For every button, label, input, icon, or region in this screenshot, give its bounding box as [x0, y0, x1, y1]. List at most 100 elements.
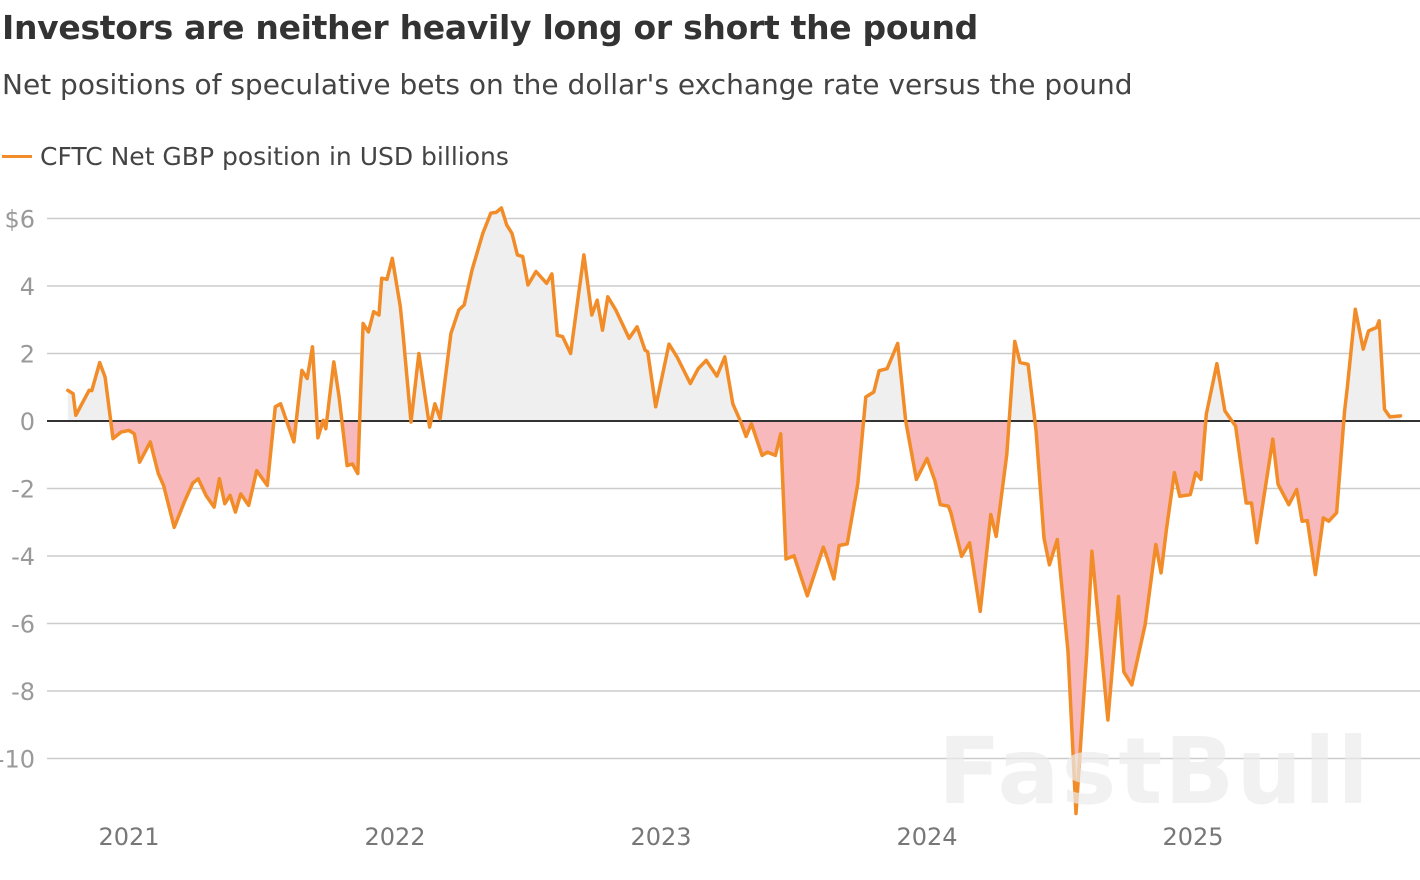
data-point: [1301, 520, 1303, 523]
chart-title: Investors are neither heavily long or sh…: [2, 8, 978, 47]
x-tick-label: 2021: [98, 823, 159, 851]
data-point: [1048, 563, 1051, 566]
data-point: [873, 391, 875, 393]
data-point: [133, 433, 136, 435]
data-point: [1399, 415, 1402, 417]
data-point: [223, 502, 226, 505]
data-point: [939, 503, 942, 506]
data-point: [75, 414, 77, 417]
data-point: [1362, 348, 1365, 350]
data-point: [654, 406, 657, 408]
x-tick-label: 2022: [364, 823, 425, 851]
data-point: [213, 506, 215, 508]
data-point: [439, 417, 442, 420]
data-point: [774, 454, 777, 457]
data-point: [990, 513, 992, 516]
data-point: [825, 553, 827, 555]
data-point: [471, 269, 473, 271]
data-point: [1287, 503, 1290, 506]
data-point: [149, 441, 152, 443]
data-point: [511, 232, 513, 235]
data-point: [561, 335, 564, 338]
data-point: [90, 389, 93, 392]
data-point: [1205, 413, 1208, 416]
data-point: [569, 352, 572, 355]
data-point: [255, 469, 258, 472]
data-point: [1272, 438, 1274, 441]
data-point: [896, 342, 899, 345]
data-point: [157, 472, 160, 475]
data-point: [346, 464, 348, 467]
data-point: [644, 349, 646, 351]
data-point: [668, 343, 670, 345]
data-point: [793, 554, 795, 557]
data-point: [904, 420, 907, 422]
data-point: [380, 277, 383, 280]
data-point: [418, 352, 420, 355]
data-point: [67, 389, 69, 392]
data-point: [1216, 362, 1218, 365]
data-point: [489, 212, 492, 214]
x-tick-label: 2024: [896, 823, 957, 851]
y-tick-label: -10: [0, 746, 35, 774]
legend-label: CFTC Net GBP position in USD billions: [40, 142, 509, 171]
data-point: [583, 254, 585, 256]
data-point: [1354, 308, 1357, 311]
data-point: [1335, 512, 1338, 514]
data-point: [1250, 502, 1253, 504]
data-point: [846, 543, 848, 545]
data-point: [878, 369, 880, 372]
data-point: [527, 284, 529, 286]
data-point: [293, 441, 295, 443]
data-point: [1383, 408, 1386, 410]
data-point: [516, 254, 519, 256]
data-point: [1378, 319, 1380, 322]
negative-area: [67, 421, 1401, 814]
y-tick-label: 2: [20, 341, 35, 369]
data-point: [1154, 543, 1157, 546]
data-point: [1075, 812, 1077, 815]
data-point: [239, 493, 242, 495]
data-point: [926, 457, 928, 460]
data-point: [317, 437, 319, 439]
data-point: [1027, 363, 1029, 366]
data-point: [391, 257, 394, 260]
data-point: [1144, 624, 1146, 626]
data-point: [705, 359, 708, 362]
data-point: [274, 406, 277, 408]
data-point: [428, 426, 431, 428]
data-point: [833, 578, 835, 580]
data-point: [995, 535, 997, 538]
data-point: [1085, 654, 1088, 656]
data-point: [601, 329, 604, 332]
data-point: [761, 454, 763, 457]
data-point: [505, 224, 508, 226]
data-point: [822, 546, 825, 549]
data-point: [646, 351, 649, 353]
data-point: [162, 484, 165, 487]
data-point: [410, 421, 412, 423]
data-point: [1194, 471, 1197, 474]
data-point: [463, 304, 465, 306]
data-point: [197, 477, 199, 480]
data-point: [556, 334, 559, 337]
data-point: [551, 273, 553, 275]
data-point: [1006, 453, 1008, 456]
legend-swatch-line: [2, 155, 32, 158]
data-point: [915, 478, 918, 481]
data-point: [1173, 471, 1176, 474]
data-point: [279, 402, 282, 405]
data-point: [301, 369, 303, 372]
data-point: [378, 314, 380, 316]
data-point: [766, 451, 769, 453]
data-point: [229, 494, 231, 497]
data-point: [266, 484, 269, 487]
data-point: [607, 296, 609, 298]
data-point: [1019, 361, 1021, 364]
data-point: [740, 421, 742, 423]
data-point: [450, 332, 452, 335]
data-point: [676, 356, 678, 358]
data-point: [1295, 488, 1298, 491]
data-point: [1256, 542, 1258, 544]
